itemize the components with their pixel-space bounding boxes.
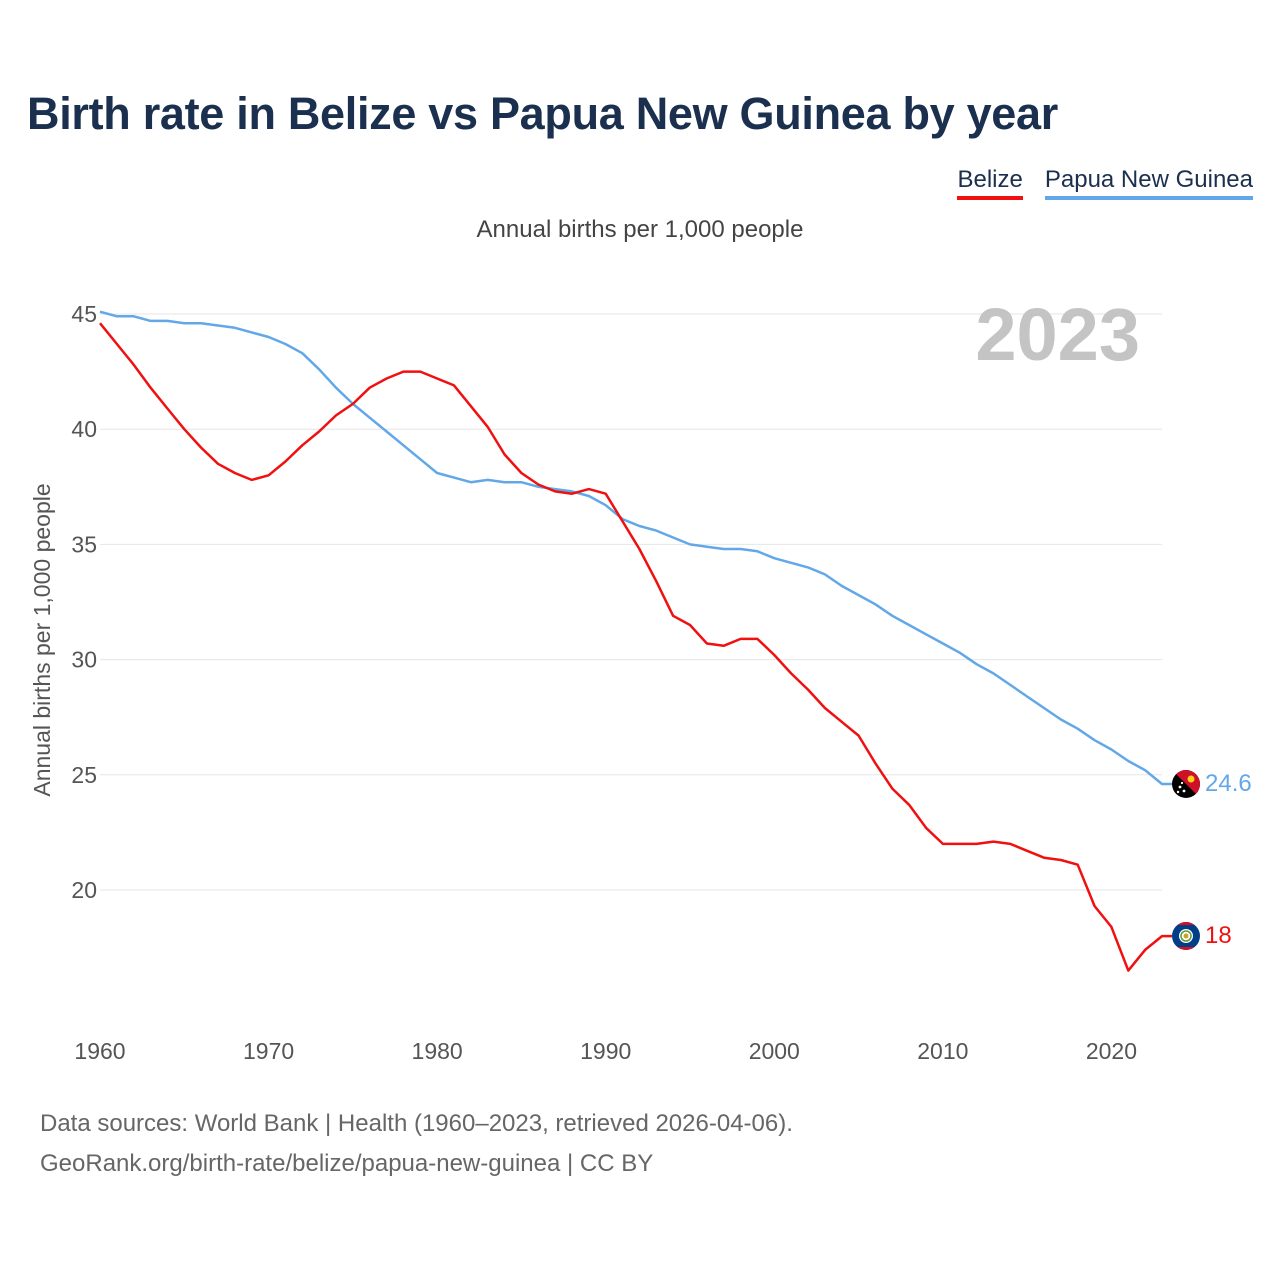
- x-tick-label: 2000: [749, 1038, 800, 1064]
- x-tick-label: 1980: [412, 1038, 463, 1064]
- y-tick-label: 40: [71, 416, 97, 442]
- y-tick-label: 35: [71, 531, 97, 557]
- x-axis-ticks: 1960 1970 1980 1990 2000 2010 2020: [74, 1038, 1137, 1064]
- legend-item-papua-new-guinea[interactable]: Papua New Guinea: [1044, 166, 1253, 200]
- series-line-papua-new-guinea[interactable]: [99, 310, 1172, 786]
- x-tick-label: 1970: [243, 1038, 294, 1064]
- series-lines: [99, 310, 1172, 972]
- x-tick-label: 2020: [1086, 1038, 1137, 1064]
- year-label: 2023: [975, 293, 1140, 376]
- chart-subtitle: Annual births per 1,000 people: [476, 216, 804, 243]
- footer: Data sources: World Bank | Health (1960–…: [40, 1104, 793, 1184]
- series-line-belize[interactable]: [99, 322, 1172, 972]
- chart-title: Birth rate in Belize vs Papua New Guinea…: [27, 88, 1058, 139]
- y-tick-label: 45: [71, 301, 97, 327]
- papua-new-guinea-flag-icon: [1172, 770, 1200, 798]
- y-axis-label: Annual births per 1,000 people: [29, 483, 55, 796]
- line-chart: 20 25 30 35 40 45 1960 1970 1980 1990 2000 2010 202…: [29, 293, 1252, 1064]
- y-axis-ticks: 20 25 30 35 40 45: [71, 301, 97, 903]
- x-tick-label: 2010: [917, 1038, 968, 1064]
- x-tick-label: 1990: [580, 1038, 631, 1064]
- footer-link[interactable]: GeoRank.org/birth-rate/belize/papua-new-…: [40, 1150, 654, 1177]
- legend-item-belize[interactable]: Belize: [957, 166, 1023, 200]
- y-tick-label: 20: [71, 877, 97, 903]
- end-label-papua-new-guinea: 24.6: [1205, 770, 1252, 797]
- belize-flag-icon: [1172, 922, 1200, 950]
- x-tick-label: 1960: [74, 1038, 125, 1064]
- end-label-belize: 18: [1205, 922, 1232, 949]
- y-tick-label: 25: [71, 762, 97, 788]
- legend: Belize Papua New Guinea: [957, 166, 1253, 200]
- y-tick-label: 30: [71, 647, 97, 673]
- footer-sources: Data sources: World Bank | Health (1960–…: [40, 1110, 793, 1137]
- grid-lines: [100, 313, 1162, 891]
- end-markers: [1172, 770, 1200, 950]
